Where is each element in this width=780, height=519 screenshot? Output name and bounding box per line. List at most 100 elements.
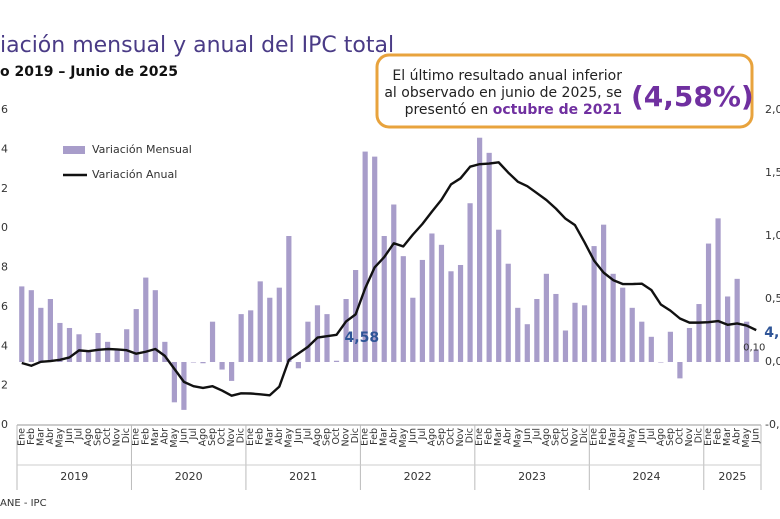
bar — [438, 244, 445, 362]
bar — [333, 360, 340, 362]
x-tick-label: Feb — [140, 428, 151, 445]
bar — [200, 362, 206, 364]
y-tick-label: 14 — [0, 142, 8, 155]
callout-value: (4,58%) — [631, 80, 754, 113]
x-tick-label: Jun — [64, 428, 75, 444]
x-tick-label: Mar — [608, 428, 619, 446]
x-tick-label: Sep — [93, 428, 104, 446]
bar — [257, 281, 263, 362]
year-label: 2020 — [175, 470, 203, 483]
bar — [734, 278, 740, 362]
callout-line: presentó en — [405, 102, 489, 118]
y2-tick-label: -0,5 — [765, 418, 780, 431]
bar — [47, 299, 53, 362]
x-tick-label: May — [54, 428, 65, 448]
bar — [705, 243, 712, 362]
callout-line: presentó en octubre de 2021 — [405, 102, 622, 118]
bar — [105, 341, 111, 362]
x-tick-label: Mar — [150, 428, 161, 446]
bar — [238, 314, 244, 362]
x-tick-label: Ene — [474, 428, 485, 446]
bar — [658, 362, 664, 363]
x-tick-label: Ago — [83, 428, 94, 447]
x-tick-label: Ago — [541, 428, 552, 447]
x-tick-label: Nov — [112, 428, 123, 447]
x-tick-label: Abr — [45, 428, 56, 445]
bar — [391, 204, 397, 362]
legend-label: Variación Mensual — [92, 143, 192, 156]
x-tick-label: Abr — [159, 428, 170, 445]
value-label: 0,10 — [743, 342, 765, 353]
x-tick-label: Mar — [35, 428, 46, 446]
year-label: 2025 — [718, 470, 746, 483]
y2-tick-label: 0,0 — [765, 355, 780, 368]
x-tick-label: Ago — [198, 428, 209, 447]
x-tick-label: Sep — [665, 428, 676, 446]
year-label: 2022 — [404, 470, 432, 483]
x-tick-label: May — [512, 428, 523, 448]
x-tick-label: Oct — [560, 428, 571, 445]
bar — [543, 273, 549, 362]
x-tick-label: Mar — [379, 428, 390, 446]
y2-tick-label: 2,0 — [765, 103, 780, 116]
bar — [219, 362, 225, 370]
x-tick-label: Oct — [331, 428, 342, 445]
bar — [486, 152, 492, 362]
x-tick-label: May — [741, 428, 752, 448]
year-label: 2021 — [289, 470, 317, 483]
bar — [591, 246, 597, 362]
x-tick-label: Dic — [121, 428, 132, 443]
x-tick-label: Mar — [493, 428, 504, 446]
x-tick-label: May — [283, 428, 294, 448]
x-tick-label: Oct — [102, 428, 113, 445]
bar — [209, 321, 216, 362]
x-tick-label: Abr — [274, 428, 285, 445]
x-tick-label: Nov — [570, 428, 581, 447]
x-tick-label: Abr — [388, 428, 399, 445]
bar — [601, 224, 607, 362]
bar — [515, 307, 521, 362]
x-tick-label: Sep — [322, 428, 333, 446]
bar — [610, 273, 616, 362]
bar — [343, 299, 349, 362]
source: ANE - IPC — [0, 498, 47, 509]
chart-subtitle: o 2019 – Junio de 2025 — [0, 64, 178, 80]
bar — [505, 263, 511, 362]
y2-tick-label: 0,5 — [765, 292, 780, 305]
x-tick-label: Dic — [579, 428, 590, 443]
x-tick-label: Ago — [655, 428, 666, 447]
bar — [305, 321, 311, 362]
x-tick-label: Ago — [426, 428, 437, 447]
bar — [629, 307, 635, 362]
y2-tick-label: 1,5 — [765, 166, 780, 179]
bar — [229, 362, 235, 381]
x-tick-label: Sep — [550, 428, 561, 446]
bar — [419, 259, 425, 362]
bar — [133, 309, 139, 362]
value-label: 4,82 — [764, 325, 780, 341]
x-tick-label: Jul — [74, 428, 85, 440]
x-tick-label: Dic — [465, 428, 476, 443]
bar — [19, 286, 25, 362]
y-tick-label: 6 — [1, 300, 8, 313]
bar — [353, 270, 359, 362]
x-tick-label: Nov — [455, 428, 466, 447]
bar — [534, 299, 540, 362]
x-tick-label: Nov — [341, 428, 352, 447]
year-label: 2023 — [518, 470, 546, 483]
bar — [171, 362, 177, 403]
x-tick-label: Ene — [245, 428, 256, 446]
bar — [57, 322, 63, 362]
x-tick-label: May — [627, 428, 638, 448]
x-tick-label: Jun — [293, 428, 304, 444]
bar — [314, 305, 321, 362]
x-tick-label: Ene — [131, 428, 142, 446]
x-tick-label: Dic — [694, 428, 705, 443]
x-tick-label: Oct — [217, 428, 228, 445]
bar — [181, 362, 187, 410]
bar — [620, 287, 626, 362]
x-tick-label: Abr — [503, 428, 514, 445]
bar — [639, 321, 645, 362]
bar — [143, 277, 149, 362]
